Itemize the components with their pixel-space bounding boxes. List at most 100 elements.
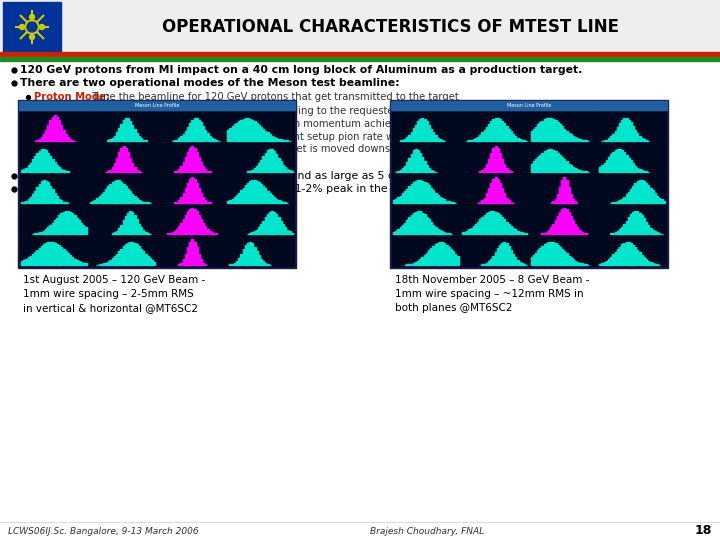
Bar <box>266 264 269 265</box>
Bar <box>514 257 516 265</box>
Bar <box>497 248 499 265</box>
Bar <box>503 164 505 172</box>
Bar <box>21 261 23 265</box>
Bar <box>645 183 647 203</box>
Bar <box>639 169 641 172</box>
Bar <box>232 126 233 141</box>
Bar <box>559 212 561 234</box>
Bar <box>134 215 135 234</box>
Bar <box>58 167 60 172</box>
Bar <box>408 264 410 265</box>
Bar <box>120 148 122 172</box>
Bar <box>400 227 402 234</box>
Bar <box>484 168 485 172</box>
Bar <box>634 184 636 203</box>
Bar <box>559 247 561 265</box>
Bar <box>499 245 501 265</box>
Bar <box>423 182 426 203</box>
Bar <box>71 213 73 234</box>
Bar <box>118 251 120 265</box>
Bar <box>103 264 105 265</box>
Bar <box>552 150 554 172</box>
Bar <box>510 131 512 141</box>
Bar <box>426 253 428 265</box>
Bar <box>541 120 544 141</box>
Bar <box>96 198 99 203</box>
Bar <box>497 148 499 172</box>
Bar <box>518 232 521 234</box>
Bar <box>253 168 256 172</box>
Circle shape <box>19 24 24 30</box>
Bar <box>89 205 156 235</box>
Bar <box>274 212 275 234</box>
Bar <box>198 157 200 172</box>
Bar <box>439 230 441 234</box>
Bar <box>552 119 554 141</box>
Bar <box>417 121 419 141</box>
Bar <box>501 188 503 203</box>
Bar <box>632 212 634 234</box>
Bar <box>266 132 269 141</box>
Bar <box>439 139 441 141</box>
Bar <box>262 220 264 234</box>
Bar <box>421 258 423 265</box>
Bar <box>608 157 610 172</box>
Bar <box>663 201 665 203</box>
Bar <box>484 130 485 141</box>
Bar <box>531 256 533 265</box>
Bar <box>406 220 408 234</box>
Bar <box>34 233 36 234</box>
Bar <box>499 153 501 172</box>
Bar <box>80 223 82 234</box>
Bar <box>575 261 576 265</box>
Bar <box>561 126 563 141</box>
Bar <box>125 245 127 265</box>
Bar <box>107 171 109 172</box>
Bar <box>192 146 194 172</box>
Bar <box>27 258 30 265</box>
Bar <box>192 120 194 141</box>
Bar <box>207 133 209 141</box>
Bar <box>490 153 492 172</box>
Bar <box>158 112 225 142</box>
Bar <box>185 254 186 265</box>
Bar <box>30 255 32 265</box>
Bar <box>410 264 413 265</box>
Bar <box>419 153 421 172</box>
Bar <box>647 185 649 203</box>
Bar <box>601 165 603 172</box>
Bar <box>435 227 436 234</box>
Bar <box>41 232 42 234</box>
Bar <box>510 226 512 234</box>
Bar <box>238 193 240 203</box>
Bar <box>122 220 125 234</box>
Bar <box>187 152 189 172</box>
Bar <box>643 139 645 141</box>
Bar <box>260 126 262 141</box>
Bar <box>118 128 120 141</box>
Bar <box>641 138 643 141</box>
Text: Tune the beamline for 120 GeV protons that get transmitted to the target: Tune the beamline for 120 GeV protons th… <box>86 92 459 102</box>
Bar <box>634 211 636 234</box>
Bar <box>196 183 198 203</box>
Bar <box>258 163 260 172</box>
Bar <box>276 214 277 234</box>
Bar <box>0 0 720 55</box>
Bar <box>280 139 282 141</box>
Bar <box>48 183 49 203</box>
Bar <box>599 167 601 172</box>
Bar <box>54 220 56 234</box>
Bar <box>431 129 432 141</box>
Bar <box>624 224 626 234</box>
Bar <box>546 150 548 172</box>
Bar <box>408 217 410 234</box>
Bar <box>240 119 243 141</box>
Bar <box>611 137 612 141</box>
Bar <box>107 261 109 265</box>
Bar <box>439 197 441 203</box>
Bar <box>45 243 47 265</box>
Bar <box>109 139 112 141</box>
Bar <box>572 136 574 141</box>
Bar <box>413 263 415 265</box>
Bar <box>630 160 632 172</box>
